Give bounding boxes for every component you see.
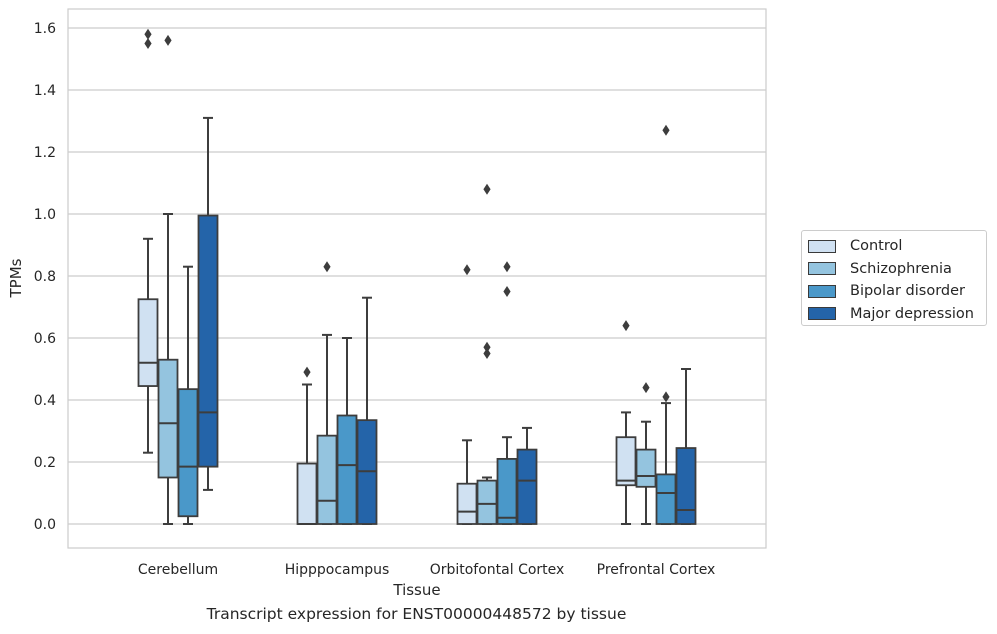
box-bipolar-disorder [655, 124, 677, 525]
x-tick-label: Cerebellum [138, 562, 218, 578]
outlier-point [503, 261, 511, 273]
legend-swatch [808, 307, 836, 321]
legend-item: Schizophrenia [808, 258, 986, 281]
box-body [496, 457, 518, 525]
legend-item: Bipolar disorder [808, 280, 986, 303]
box-body [675, 447, 697, 525]
outlier-point [144, 28, 152, 40]
outlier-point [483, 341, 491, 353]
box-major-depression [356, 296, 378, 525]
figure-caption: Transcript expression for ENST0000044857… [206, 605, 627, 623]
outlier-point [662, 391, 670, 403]
x-tick-label: Orbitofontal Cortex [430, 562, 565, 578]
box-schizophrenia [157, 34, 179, 525]
box-body [615, 436, 637, 487]
box-major-depression [197, 116, 219, 491]
box-body [177, 388, 199, 518]
legend-swatch [808, 284, 836, 298]
outlier-point [662, 124, 670, 136]
box-body [336, 414, 358, 525]
legend-item: Major depression [808, 303, 986, 326]
box-bipolar-disorder [177, 265, 199, 525]
box-schizophrenia [476, 183, 498, 525]
outlier-point [483, 348, 491, 359]
y-axis-label: TPMs [7, 258, 25, 298]
y-tick-label: 1.6 [34, 21, 56, 37]
box-body [296, 462, 318, 525]
box-body [316, 434, 338, 525]
box-control [137, 28, 159, 454]
box-schizophrenia [635, 382, 657, 525]
outlier-point [144, 38, 152, 49]
box-control [296, 366, 318, 525]
box-bipolar-disorder [496, 261, 518, 525]
box-control [615, 320, 637, 525]
y-tick-label: 1.0 [34, 207, 56, 223]
box-body [635, 448, 657, 488]
y-tick-label: 0.8 [34, 269, 56, 285]
outlier-point [622, 320, 630, 332]
outlier-point [503, 286, 511, 297]
x-tick-label: Prefrontal Cortex [597, 562, 716, 578]
box-body [476, 479, 498, 525]
y-tick-label: 1.4 [34, 83, 56, 99]
y-tick-label: 0.6 [34, 331, 56, 347]
y-tick-labels: 0.0 0.2 0.4 0.6 0.8 1.0 1.2 1.4 1.6 [34, 21, 56, 533]
x-tick-labels: Cerebellum Hipppocampus Orbitofontal Corte… [138, 562, 715, 578]
y-tick-label: 0.4 [34, 393, 56, 409]
box-body [655, 473, 677, 525]
legend-swatch [808, 262, 836, 276]
plot-frame [67, 8, 767, 549]
outlier-point [323, 261, 331, 273]
outlier-point [303, 366, 311, 378]
y-tick-label: 1.2 [34, 145, 56, 161]
outlier-point [463, 264, 471, 276]
y-tick-label: 0.0 [34, 517, 56, 533]
box-major-depression [675, 368, 697, 525]
legend-label: Control [850, 238, 903, 255]
legend-label: Schizophrenia [850, 260, 952, 277]
box-schizophrenia [316, 261, 338, 525]
box-major-depression [516, 426, 538, 525]
box-body [157, 358, 179, 479]
outlier-point [164, 34, 172, 46]
box-body [137, 298, 159, 387]
x-tick-label: Hipppocampus [285, 562, 390, 578]
legend: Control Schizophrenia Bipolar disorder Majo… [801, 230, 987, 326]
box-groups [137, 28, 697, 525]
box-control [456, 264, 478, 525]
outlier-point [642, 382, 650, 394]
y-tick-label: 0.2 [34, 455, 56, 471]
box-body [456, 482, 478, 525]
legend-swatch [808, 239, 836, 253]
box-body [516, 448, 538, 525]
legend-item: Control [808, 235, 986, 258]
box-bipolar-disorder [336, 337, 358, 525]
x-axis-label: Tissue [392, 581, 440, 599]
outlier-point [483, 183, 491, 195]
box-body [197, 214, 219, 468]
legend-label: Bipolar disorder [850, 283, 965, 300]
legend-label: Major depression [850, 305, 974, 322]
